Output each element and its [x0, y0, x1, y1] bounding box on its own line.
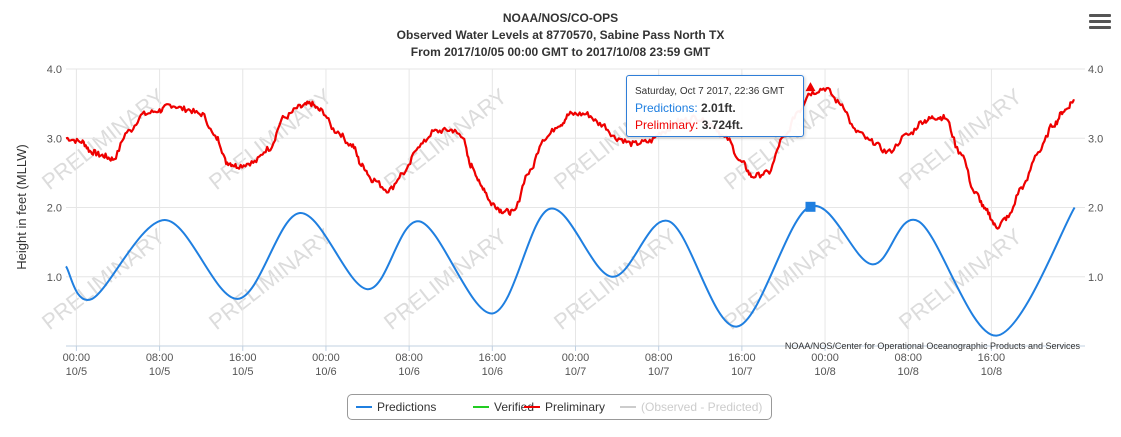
marker-layer — [805, 82, 816, 212]
tooltip-preliminary-row: Preliminary: 3.724ft. — [635, 118, 743, 132]
x-tick-time-label: 16:00 — [978, 352, 1006, 364]
watermark-text: PRELIMINARY — [894, 223, 1027, 334]
y-tick-label-right: 1.0 — [1088, 272, 1103, 284]
legend-swatch-preliminary — [524, 405, 540, 408]
y-tick-label-right: 2.0 — [1088, 203, 1103, 215]
x-tick-date-label: 10/8 — [981, 366, 1002, 378]
tooltip-preliminary-value: 3.724ft. — [701, 118, 744, 132]
y-tick-label-left: 3.0 — [47, 133, 62, 145]
watermark-text: PRELIMINARY — [719, 223, 852, 334]
watermark-text: PRELIMINARY — [204, 83, 337, 194]
chart-legend: Predictions Verified Preliminary (Observ… — [347, 394, 772, 420]
x-tick-time-label: 00:00 — [63, 352, 91, 364]
x-tick-time-label: 16:00 — [479, 352, 507, 364]
legend-swatch-observed-minus-predicted — [620, 405, 636, 408]
tooltip-predictions-row: Predictions: 2.01ft. — [635, 101, 736, 115]
predictions-hover-marker — [805, 201, 816, 212]
legend-swatch-verified — [473, 405, 489, 408]
watermark-text: PRELIMINARY — [894, 83, 1027, 194]
hamburger-menu-icon[interactable] — [1089, 12, 1111, 32]
x-tick-time-label: 08:00 — [395, 352, 423, 364]
y-axis-label: Height in feet (MLLW) — [14, 144, 29, 269]
x-tick-date-label: 10/5 — [66, 366, 87, 378]
y-tick-label-left: 1.0 — [47, 272, 62, 284]
y-tick-label-right: 4.0 — [1088, 64, 1103, 76]
watermark-text: PRELIMINARY — [549, 223, 682, 334]
x-tick-time-label: 00:00 — [562, 352, 590, 364]
preliminary-series-line — [65, 86, 1075, 230]
x-tick-date-label: 10/7 — [648, 366, 669, 378]
legend-item-predictions[interactable]: Predictions — [356, 395, 436, 419]
legend-item-preliminary[interactable]: Preliminary — [524, 395, 605, 419]
y-tick-label-right: 3.0 — [1088, 133, 1103, 145]
chart-subtitle-station: Observed Water Levels at 8770570, Sabine… — [396, 28, 725, 42]
x-tick-date-label: 10/7 — [565, 366, 586, 378]
tooltip-predictions-label: Predictions: — [635, 101, 698, 115]
x-tick-time-label: 00:00 — [811, 352, 839, 364]
tooltip-preliminary-label: Preliminary: — [635, 118, 699, 132]
x-tick-date-label: 10/8 — [898, 366, 919, 378]
x-tick-time-label: 00:00 — [312, 352, 340, 364]
preliminary-hover-marker — [805, 82, 816, 92]
chart-subtitle-daterange: From 2017/10/05 00:00 GMT to 2017/10/08 … — [410, 45, 711, 59]
chart-title: NOAA/NOS/CO-OPS — [502, 11, 619, 25]
x-tick-time-label: 16:00 — [728, 352, 756, 364]
x-tick-time-label: 08:00 — [645, 352, 673, 364]
y-tick-label-left: 4.0 — [47, 64, 62, 76]
axes-layer: 1.0 1.0 2.0 2.0 3.0 3.0 4.0 4.0 00:00 10/5 08:00 10… — [47, 64, 1104, 378]
x-tick-date-label: 10/8 — [814, 366, 835, 378]
x-tick-time-label: 08:00 — [894, 352, 922, 364]
watermark-layer: PRELIMINARY PRELIMINARY PRELIMINARY PRELIMI… — [37, 83, 1027, 334]
x-tick-date-label: 10/6 — [398, 366, 419, 378]
series-layer — [65, 86, 1076, 337]
watermark-text: PRELIMINARY — [204, 223, 337, 334]
x-tick-date-label: 10/5 — [149, 366, 170, 378]
x-tick-time-label: 08:00 — [146, 352, 174, 364]
tooltip-predictions-value: 2.01ft. — [701, 101, 736, 115]
legend-label: Verified — [494, 400, 535, 414]
y-tick-label-left: 2.0 — [47, 203, 62, 215]
chart-credits[interactable]: NOAA/NOS/Center for Operational Oceanogr… — [785, 341, 1081, 351]
predictions-series-line — [65, 204, 1076, 337]
x-tick-time-label: 16:00 — [229, 352, 257, 364]
x-tick-date-label: 10/5 — [232, 366, 253, 378]
legend-item-verified[interactable]: Verified — [473, 395, 534, 419]
legend-label: Predictions — [377, 400, 437, 414]
legend-label: Preliminary — [545, 400, 606, 414]
data-tooltip: Saturday, Oct 7 2017, 22:36 GMT Predicti… — [626, 75, 804, 137]
legend-label: (Observed - Predicted) — [641, 400, 763, 414]
legend-swatch-predictions — [356, 405, 372, 408]
x-tick-date-label: 10/7 — [731, 366, 752, 378]
legend-item-observed-minus-predicted[interactable]: (Observed - Predicted) — [620, 395, 762, 419]
x-tick-date-label: 10/6 — [315, 366, 336, 378]
x-tick-date-label: 10/6 — [482, 366, 503, 378]
tooltip-date: Saturday, Oct 7 2017, 22:36 GMT — [635, 86, 785, 97]
